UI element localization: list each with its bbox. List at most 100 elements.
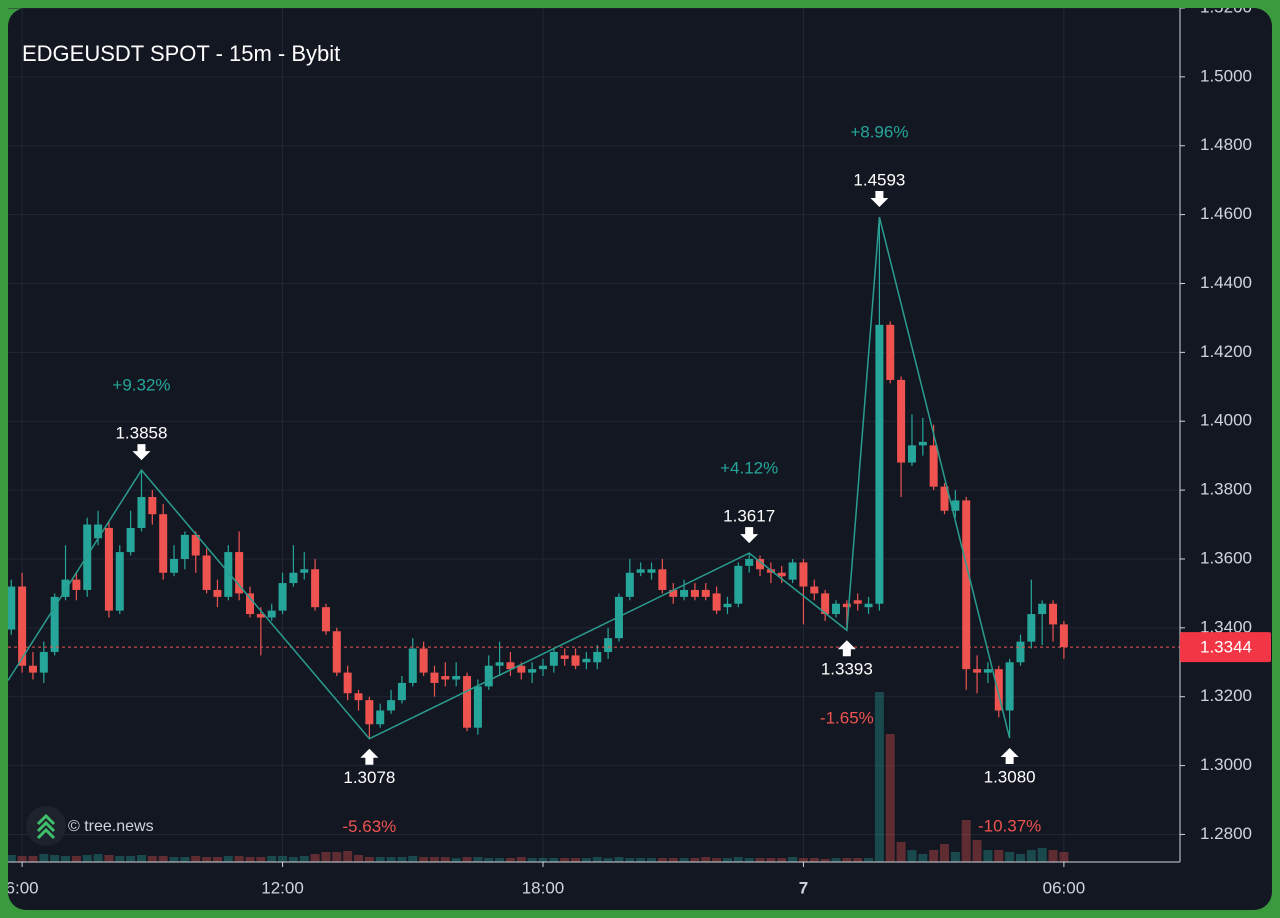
candle-body — [1038, 603, 1047, 615]
volume-bar — [223, 856, 233, 862]
candle-body — [560, 655, 569, 659]
candle-body — [224, 552, 233, 597]
volume-bar — [907, 850, 917, 862]
candle-body — [8, 586, 16, 630]
volume-bar — [1037, 848, 1047, 862]
y-tick-label: 1.2800 — [1200, 824, 1252, 843]
volume-bar — [1005, 852, 1015, 862]
y-tick-label: 1.3200 — [1200, 686, 1252, 705]
volume-bar — [158, 856, 168, 862]
candle-body — [430, 672, 439, 683]
volume-bar — [375, 857, 385, 862]
volume-bar — [419, 857, 429, 862]
volume-bar — [364, 857, 374, 862]
volume-bar — [147, 856, 157, 862]
volume-bar — [842, 858, 852, 862]
candle-body — [821, 593, 830, 615]
volume-bar — [798, 858, 808, 862]
volume-bar — [1048, 850, 1058, 862]
candle-body — [50, 596, 59, 652]
volume-bar — [1026, 850, 1036, 862]
volume-bar — [495, 858, 505, 862]
panel — [8, 8, 1272, 910]
volume-bar — [169, 857, 179, 862]
y-tick-label: 1.4600 — [1200, 204, 1252, 223]
candle-body — [256, 614, 265, 618]
candle-body — [267, 610, 276, 618]
volume-bar — [874, 692, 884, 862]
candle-body — [72, 579, 81, 590]
candle-body — [180, 534, 189, 559]
candle-body — [213, 589, 222, 597]
pivot-price: 1.3617 — [723, 507, 775, 526]
candle-body — [278, 583, 287, 611]
volume-bar — [636, 858, 646, 862]
volume-bar — [473, 857, 483, 862]
volume-bar — [386, 857, 396, 862]
pivot-price: 1.3858 — [115, 424, 167, 443]
pivot-change: -1.65% — [820, 709, 874, 728]
volume-bar — [983, 850, 993, 862]
candle-body — [1027, 614, 1036, 642]
candle-body — [723, 603, 732, 608]
y-tick-label: 1.3400 — [1200, 617, 1252, 636]
candle-body — [690, 589, 699, 597]
candle-body — [973, 669, 982, 673]
zigzag-line — [8, 216, 1011, 740]
candle-body — [441, 676, 450, 680]
volume-bar — [657, 858, 667, 862]
volume-bar — [549, 858, 559, 862]
watermark: © tree.news — [68, 818, 154, 835]
volume-bar — [701, 857, 711, 862]
volume-bar — [527, 858, 537, 862]
volume-bar — [462, 857, 472, 862]
volume-bar — [614, 857, 624, 862]
volume-bar — [440, 857, 450, 862]
x-tick-label: 18:00 — [522, 878, 565, 897]
volume-bar — [755, 858, 765, 862]
pivot-price: 1.3078 — [343, 768, 395, 787]
volume-bar — [712, 858, 722, 862]
candle-body — [235, 552, 244, 594]
volume-bar — [354, 855, 364, 862]
volume-bar — [766, 858, 776, 862]
candle-body — [18, 586, 27, 666]
volume-bar — [505, 858, 515, 862]
volume-bar — [397, 857, 407, 862]
volume-bar — [831, 858, 841, 862]
volume-bar — [961, 820, 971, 862]
volume-bar — [560, 858, 570, 862]
volume-bar — [516, 857, 526, 862]
pivot-arrow — [740, 527, 759, 544]
x-tick-label: 7 — [799, 878, 808, 897]
candle-body — [929, 445, 938, 487]
volume-bar — [484, 858, 494, 862]
candle-body — [159, 514, 168, 573]
candle-body — [756, 558, 765, 570]
volume-bar — [136, 855, 146, 862]
candle-body — [1059, 624, 1068, 648]
volume-bar — [104, 855, 114, 862]
candle-body — [994, 669, 1003, 711]
candle-body — [907, 445, 916, 463]
candle-body — [39, 651, 48, 673]
volume-bar — [603, 858, 613, 862]
candle-body — [549, 651, 558, 666]
candle-body — [582, 658, 591, 663]
volume-bar — [647, 858, 657, 862]
candle-body — [332, 631, 341, 673]
candle-body — [300, 569, 309, 573]
volume-bar — [71, 856, 81, 862]
volume-bar — [809, 858, 819, 862]
x-tick-label: 06:00 — [1043, 878, 1086, 897]
candle-body — [365, 700, 374, 725]
volume-bar — [571, 858, 581, 862]
volume-bar — [343, 851, 353, 862]
volume-bar — [28, 856, 38, 862]
y-tick-label: 1.3800 — [1200, 480, 1252, 499]
candle-body — [484, 665, 493, 687]
pivot-arrow — [1000, 748, 1019, 765]
volume-bar — [256, 857, 266, 862]
volume-bar — [994, 850, 1004, 862]
